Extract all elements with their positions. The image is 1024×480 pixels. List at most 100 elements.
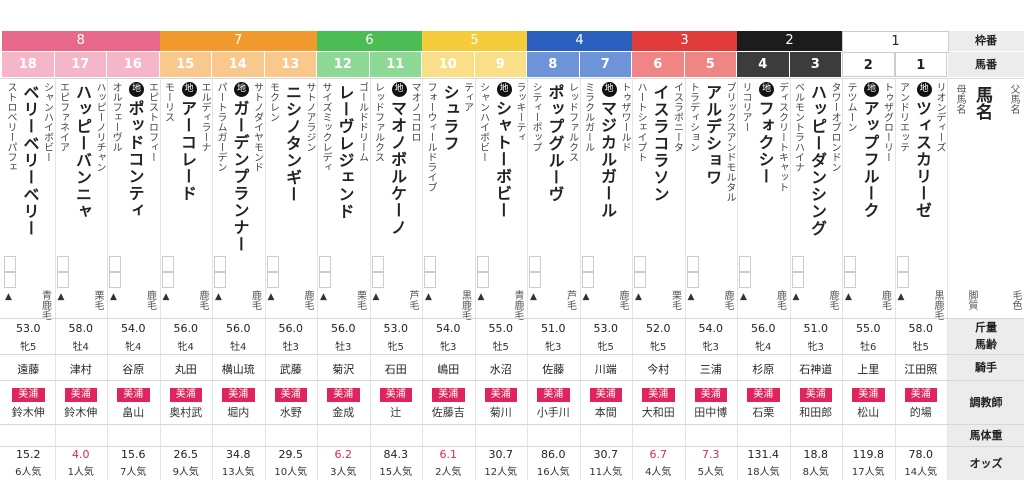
trainer-name[interactable]: 金成 (332, 406, 355, 419)
jockey-name[interactable]: 石神道 (799, 363, 833, 376)
trainer-name[interactable]: 堀内 (227, 406, 250, 419)
horse-name[interactable]: ハッピーバンニャ (73, 84, 92, 220)
column-divider (947, 78, 948, 480)
trainer-name[interactable]: 的場 (909, 406, 932, 419)
horse-name[interactable]: イスラコラソン (650, 84, 670, 203)
horse-name[interactable]: ニシノタンギー (283, 84, 302, 203)
trainer-name[interactable]: 鈴木伸 (64, 406, 98, 419)
jockey-name[interactable]: 丸田 (174, 363, 197, 376)
horse-name[interactable]: シャトーボビー (493, 100, 512, 219)
horse-name[interactable]: ツィスカリーゼ (913, 100, 932, 219)
small-box (266, 272, 279, 288)
horse-name[interactable]: マジカルガール (598, 100, 617, 219)
trainer-name[interactable]: 小手川 (536, 406, 570, 419)
jockey-name[interactable]: 武藤 (279, 363, 302, 376)
trainer-name[interactable]: 奥村武 (169, 406, 203, 419)
jockey-name[interactable]: 佐藤 (542, 363, 565, 376)
horse-name[interactable]: ハッピーダンシング (808, 84, 827, 237)
weight-carried: 54.0 (698, 322, 724, 335)
small-box (581, 256, 594, 272)
horse-column[interactable]: 10 ティア シュラフ フォーウィールドライブ ▲ 黒鹿毛 54.0 牝3 嶋田 美浦 佐藤吉 6.1… (422, 0, 475, 480)
jockey-name[interactable]: 川端 (594, 363, 617, 376)
horse-column[interactable]: 3 タワーオブロンドン ハッピーダンシング ベルモントラハイナ ▲ 鹿毛 51.0 牝3 石神道… (789, 0, 842, 480)
small-box (791, 256, 804, 272)
horse-column[interactable]: 9 ラッキーティ シャトーボビー 地シャンハイボビー ▲ 青鹿毛 55.0 牡5 水沼 美浦 菊川 3… (474, 0, 527, 480)
trainer-name[interactable]: 大和田 (641, 406, 675, 419)
horse-name[interactable]: ポッドコンティ (125, 100, 145, 219)
horse-column[interactable]: 1 リオンディーズ ツィスカリーゼ 地アンドリエッテ ▲ 黒鹿毛 58.0 牡5 江田照 美浦 的場… (894, 0, 947, 480)
horse-column[interactable]: 15 エルディラーナ アーコレード 地モーリス ▲ 鹿毛 56.0 牝4 丸田 美浦 奥村武 26.5… (159, 0, 212, 480)
local-mark-icon: 地 (129, 82, 144, 97)
horse-name[interactable]: フォクシー (755, 100, 775, 185)
sire-name: ブリックスアンドモルタル (724, 82, 735, 202)
jockey-name[interactable]: 横山琉 (221, 363, 255, 376)
trainer-name[interactable]: 菊川 (489, 406, 512, 419)
jockey-name[interactable]: 三浦 (699, 363, 722, 376)
horse-column[interactable]: 13 サトノアラジン ニシノタンギー モクレン ▲ 鹿毛 56.0 牡3 武藤 美浦 水野 29.5 1… (264, 0, 317, 480)
horse-name[interactable]: アップフルーク (860, 100, 880, 219)
jockey-name[interactable]: 谷原 (122, 363, 145, 376)
gate-header: 3 (632, 31, 738, 51)
horse-name[interactable]: アーコレード (178, 100, 197, 202)
horse-column[interactable]: 7 トゥザワールド マジカルガール 地ミラクルガール ▲ 鹿毛 53.0 牝5 川端 美浦 本間 30… (579, 0, 632, 480)
sire-name: サトノダイヤモンド (251, 82, 263, 172)
trainer-name[interactable]: 田中博 (694, 406, 728, 419)
trainer-name[interactable]: 水野 (279, 406, 302, 419)
trainer-name[interactable]: 畠山 (122, 406, 145, 419)
run-style-icon: ▲ (792, 292, 800, 302)
trainer-name[interactable]: 鈴木伸 (11, 406, 45, 419)
jockey-name[interactable]: 杉原 (752, 363, 775, 376)
trainer-name[interactable]: 石栗 (752, 406, 775, 419)
horse-name[interactable]: ガーデンプランナー (230, 100, 250, 253)
trainer-name[interactable]: 佐藤吉 (431, 406, 465, 419)
weight-carried: 58.0 (908, 322, 934, 335)
horse-name[interactable]: アルデショワ (703, 84, 722, 186)
horse-name[interactable]: シュラフ (440, 84, 460, 152)
odds-value: 26.5 (173, 448, 199, 461)
weight-carried: 54.0 (436, 322, 461, 335)
dam-name: レッドファルクス (372, 82, 384, 162)
horse-name[interactable]: ベリーベリーベリー (20, 84, 40, 237)
trainer-name[interactable]: 本間 (594, 406, 617, 419)
horse-name[interactable]: レーヴレジェンド (335, 84, 355, 220)
jockey-name[interactable]: 遠藤 (17, 363, 40, 376)
jockey-name[interactable]: 水沼 (489, 363, 512, 376)
horse-column[interactable]: 6 イスラボニータ イスラコラソン ハートシェイプト ▲ 栗毛 52.0 牝5 今村 美浦 大和田 6… (632, 0, 685, 480)
horse-column[interactable]: 17 ハッピーノリチャン ハッピーバンニャ エピファネイア ▲ 栗毛 58.0 牡4 津村 美浦鈴… (54, 0, 107, 480)
horse-name[interactable]: ポップグルーヴ (545, 84, 565, 203)
small-box (529, 272, 541, 288)
column-divider (317, 78, 318, 480)
jockey-name[interactable]: 菊沢 (332, 363, 355, 376)
horse-column[interactable]: 8 レッドファルクス ポップグルーヴ シティーポップ ▲ 芦毛 51.0 牝3 佐藤 美浦 小手川 8… (527, 0, 580, 480)
odds-value: 86.0 (541, 448, 566, 461)
jockey-name[interactable]: 今村 (647, 363, 670, 376)
small-box (4, 272, 16, 288)
horse-column[interactable]: 2 トゥザグローリー アップフルーク 地テツムーン ▲ 鹿毛 55.0 牡6 上里 美浦 松山 119… (842, 0, 895, 480)
column-divider (474, 78, 476, 480)
trainer-name[interactable]: 辻 (390, 406, 402, 419)
popularity: 7人気 (120, 467, 147, 478)
run-style-icon: ▲ (372, 292, 380, 302)
small-box (634, 272, 646, 288)
run-style-icon: ▲ (635, 292, 642, 302)
trainer-stable-badge: 美浦 (379, 388, 412, 402)
horse-number: 6 (632, 52, 685, 77)
jockey-name[interactable]: 津村 (69, 363, 92, 376)
jockey-name[interactable]: 上里 (857, 363, 880, 376)
popularity: 9人気 (172, 467, 199, 478)
horse-column[interactable]: 11 マオノコロロ マオノボルケーノ 地レッドファルクス ▲ 芦毛 53.0 牝5 石田 美浦辻 8… (369, 0, 422, 480)
local-mark-icon: 地 (391, 82, 407, 97)
horse-column[interactable]: 14 サトノダイヤモンド ガーデンプランナー 地パートラムガーデン ▲ 鹿毛 56.0 牡4 横… (212, 0, 265, 480)
horse-name[interactable]: マオノボルケーノ (388, 100, 407, 236)
horse-column[interactable]: 16 エピストロフィー ポッドコンティ 地オルフェーヴル ▲ 鹿毛 54.0 牝4 谷原 美浦 畠山… (107, 0, 160, 480)
sire-name: ティア (461, 82, 473, 112)
horse-column[interactable]: 18 シャンハイボビー ベリーベリーベリー ストロベリーパフェ ▲ 青鹿毛 53.0 牝5 遠藤… (2, 0, 55, 480)
horse-column[interactable]: 5 ブリックスアンドモルタル アルデショワ トラディション ▲ 鹿毛 54.0 牝3 三浦 美浦田… (684, 0, 737, 480)
jockey-name[interactable]: 嶋田 (437, 363, 460, 376)
trainer-name[interactable]: 和田郎 (799, 406, 833, 419)
horse-column[interactable]: 12 ゴールドドリーム レーヴレジェンド サイズミックレディ ▲ 栗毛 56.0 牡3 菊沢 美浦… (317, 0, 370, 480)
jockey-name[interactable]: 石田 (384, 363, 407, 376)
horse-column[interactable]: 4 ディスクリートキャット フォクシー 地リコリアー ▲ 鹿毛 56.0 牝4 杉原 美浦 石栗 13… (737, 0, 790, 480)
trainer-name[interactable]: 松山 (857, 406, 880, 419)
jockey-name[interactable]: 江田照 (904, 363, 938, 376)
